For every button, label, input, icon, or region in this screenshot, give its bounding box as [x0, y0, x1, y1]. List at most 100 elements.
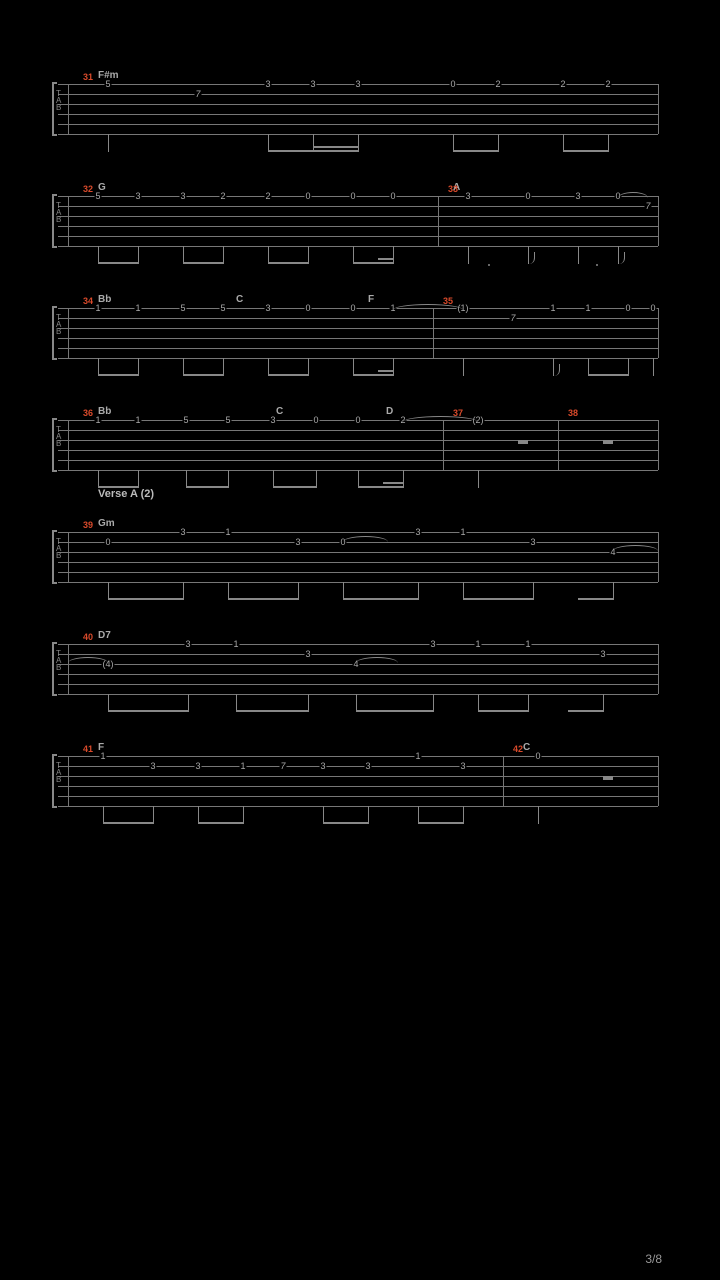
staff-line — [58, 694, 658, 695]
bar-number: 40 — [83, 632, 93, 642]
staff-line — [58, 338, 658, 339]
fret-number: 0 — [449, 80, 456, 89]
barline — [68, 308, 69, 358]
tab-system: FCTAB41421331733130 — [58, 742, 662, 806]
chord-label: F — [368, 294, 374, 305]
barline — [68, 196, 69, 246]
fret-number: 1 — [94, 416, 101, 425]
tab-staff: TAB32335332200030307 — [58, 196, 658, 246]
beam-secondary — [313, 146, 359, 148]
staff-line — [58, 236, 658, 237]
staff-line — [58, 358, 658, 359]
fret-number: 1 — [474, 640, 481, 649]
page-number: 3/8 — [645, 1252, 662, 1266]
barline — [443, 420, 444, 470]
fret-number: 1 — [239, 762, 246, 771]
bar-number: 34 — [83, 296, 93, 306]
beam — [568, 710, 604, 712]
staff-line — [58, 328, 658, 329]
tab-staff: TAB39031303134 — [58, 532, 658, 582]
fret-number: 3 — [429, 640, 436, 649]
fret-number: 3 — [179, 192, 186, 201]
tie — [403, 416, 478, 422]
fret-number: 0 — [354, 416, 361, 425]
beam — [418, 822, 464, 824]
fret-number: 3 — [264, 80, 271, 89]
staff-line — [58, 786, 658, 787]
chord-label: D — [386, 406, 393, 417]
beam — [98, 262, 139, 264]
fret-number: 1 — [99, 752, 106, 761]
barline — [658, 420, 659, 470]
fret-number: 1 — [414, 752, 421, 761]
fret-number: 3 — [529, 538, 536, 547]
fret-number: 5 — [224, 416, 231, 425]
dot — [596, 264, 598, 266]
barline — [503, 756, 504, 806]
flag — [619, 252, 625, 264]
barline — [658, 196, 659, 246]
bar-number: 41 — [83, 744, 93, 754]
tab-system: BbCFTAB343511553001(1)71100 — [58, 294, 662, 358]
tab-staff: TAB31573330222 — [58, 84, 658, 134]
bar-number: 39 — [83, 520, 93, 530]
tab-system: F#mTAB31573330222 — [58, 70, 662, 134]
staff-line — [58, 196, 658, 197]
chord-label: C — [523, 742, 530, 753]
fret-number: 3 — [599, 650, 606, 659]
beam — [578, 598, 614, 600]
beam — [268, 374, 309, 376]
fret-number: 1 — [134, 304, 141, 313]
fret-number: 3 — [184, 640, 191, 649]
note-stem — [578, 246, 579, 264]
beam — [108, 710, 189, 712]
fret-number: 1 — [94, 304, 101, 313]
beam — [323, 822, 369, 824]
fret-number: 0 — [534, 752, 541, 761]
staff-line — [58, 460, 658, 461]
beam — [186, 486, 229, 488]
barline — [433, 308, 434, 358]
fret-number: 2 — [264, 192, 271, 201]
barline — [438, 196, 439, 246]
bar-number: 31 — [83, 72, 93, 82]
staff-line — [58, 430, 658, 431]
beam — [356, 710, 434, 712]
tab-clef: TAB — [56, 426, 60, 447]
fret-number: 1 — [134, 416, 141, 425]
staff-line — [58, 450, 658, 451]
chord-label: D7 — [98, 630, 111, 641]
barline — [68, 756, 69, 806]
note-stem — [463, 358, 464, 376]
staff-line — [58, 552, 658, 553]
chord-label: C — [236, 294, 243, 305]
beam — [108, 598, 184, 600]
beam-secondary — [378, 370, 394, 372]
fret-number: 5 — [219, 304, 226, 313]
fret-number: 5 — [94, 192, 101, 201]
fret-number: 0 — [624, 304, 631, 313]
staff-line — [58, 654, 658, 655]
fret-number: 0 — [304, 192, 311, 201]
fret-number: 3 — [354, 80, 361, 89]
fret-number: 3 — [319, 762, 326, 771]
fret-number: 3 — [179, 528, 186, 537]
tie — [68, 657, 108, 663]
chord-row: D7 — [58, 630, 662, 644]
bar-number: 36 — [83, 408, 93, 418]
barline — [68, 532, 69, 582]
fret-number: 7 — [279, 762, 286, 771]
staff-line — [58, 674, 658, 675]
chord-row: Gm — [58, 518, 662, 532]
tie — [393, 304, 463, 310]
fret-number: 3 — [134, 192, 141, 201]
fret-number: 3 — [464, 192, 471, 201]
rest — [603, 440, 613, 444]
tab-staff: TAB41421331733130 — [58, 756, 658, 806]
tab-clef: TAB — [56, 538, 60, 559]
staff-line — [58, 776, 658, 777]
systems-container: F#mTAB31573330222GATAB32335332200030307B… — [58, 70, 662, 806]
fret-number: 3 — [269, 416, 276, 425]
staff-line — [58, 124, 658, 125]
staff-line — [58, 318, 658, 319]
